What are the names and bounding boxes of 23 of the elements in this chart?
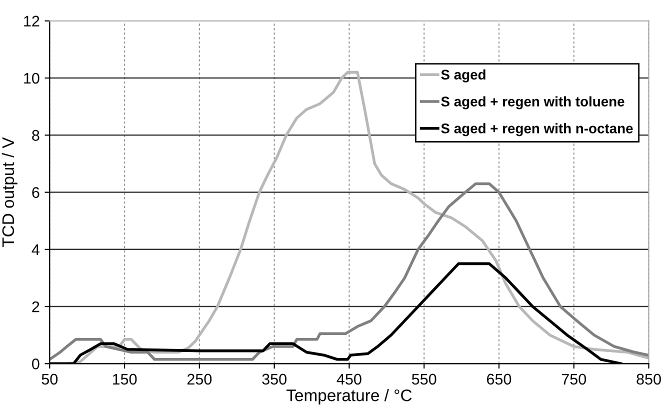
y-tick-label: 6 (32, 187, 40, 198)
legend-label: S aged + regen with n-octane (441, 123, 633, 136)
y-tick-label: 10 (24, 72, 40, 84)
line-series (66, 70, 649, 364)
x-tick-label: 850 (636, 374, 661, 385)
x-tick-label: 350 (262, 374, 286, 385)
x-tick-label: 550 (412, 374, 436, 385)
legend-label: S aged + regen with toluene (441, 96, 624, 110)
y-tick-label: 12 (24, 16, 40, 26)
y-axis-title: TCD output / V (2, 137, 18, 248)
x-tick-label: 650 (487, 374, 512, 385)
y-tick-label: 2 (32, 301, 40, 312)
x-tick-label: 250 (187, 374, 212, 385)
y-tick-label: 0 (32, 358, 40, 370)
x-tick-label: 450 (336, 374, 362, 385)
x-tick-label: 750 (562, 374, 586, 385)
line-series (50, 182, 649, 361)
legend-label: S aged (441, 69, 486, 82)
y-tick-label: 8 (32, 130, 40, 141)
x-axis-title: Temperature / °C (286, 389, 412, 405)
x-tick-label: 50 (42, 374, 58, 385)
y-tick-label: 4 (32, 244, 40, 255)
x-tick-label: 150 (112, 374, 137, 385)
